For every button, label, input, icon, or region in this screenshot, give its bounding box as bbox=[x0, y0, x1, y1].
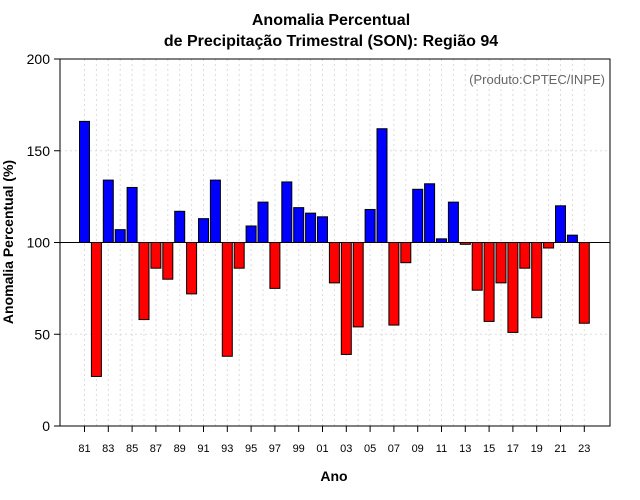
bar-17 bbox=[507, 242, 519, 333]
y-tick-label: 100 bbox=[27, 235, 51, 251]
bar-99 bbox=[293, 207, 305, 243]
x-tick-label: 89 bbox=[174, 443, 186, 455]
bar-18 bbox=[519, 242, 531, 269]
bar-05 bbox=[364, 208, 376, 243]
x-tick-label: 81 bbox=[78, 443, 90, 455]
x-tick-label: 01 bbox=[316, 443, 328, 455]
bar-91 bbox=[198, 218, 209, 244]
bar-02 bbox=[328, 242, 340, 284]
x-tick-label: 17 bbox=[507, 443, 519, 455]
x-axis-label: Ano bbox=[320, 468, 347, 484]
bar-15 bbox=[483, 242, 495, 322]
x-tick-label: 83 bbox=[102, 443, 114, 455]
x-tick-label: 03 bbox=[340, 443, 352, 455]
bar-20 bbox=[543, 242, 555, 249]
x-tick-label: 15 bbox=[483, 443, 495, 455]
bar-93 bbox=[221, 242, 233, 357]
x-tick-label: 97 bbox=[269, 443, 281, 455]
x-tick-label: 99 bbox=[293, 443, 305, 455]
bar-86 bbox=[138, 242, 150, 321]
x-tick-label: 91 bbox=[197, 443, 209, 455]
bar-94 bbox=[233, 242, 245, 269]
bar-96 bbox=[257, 201, 269, 244]
bar-84 bbox=[114, 229, 126, 243]
bar-00 bbox=[305, 212, 317, 243]
credit-text: (Produto:CPTEC/INPE) bbox=[469, 72, 605, 87]
bar-97 bbox=[269, 242, 281, 289]
x-tick-label: 21 bbox=[554, 443, 566, 455]
y-axis-label: Anomalia Percentual (%) bbox=[0, 160, 16, 324]
bar-06 bbox=[376, 128, 388, 243]
x-tick-label: 07 bbox=[388, 443, 400, 455]
grid-layer bbox=[60, 59, 610, 426]
y-tick-label: 150 bbox=[27, 143, 51, 159]
bar-85 bbox=[126, 186, 138, 243]
x-tick-label: 95 bbox=[245, 443, 257, 455]
x-axis: 81 83 85 87 89 91 93 95 97 99 01 03 05 07 09 11 13 15 17 19… bbox=[78, 426, 590, 455]
bar-16 bbox=[495, 242, 507, 284]
x-tick-label: 23 bbox=[578, 443, 590, 455]
x-tick-label: 11 bbox=[436, 443, 447, 455]
bar-19 bbox=[531, 242, 543, 319]
bar-89 bbox=[174, 210, 186, 243]
bar-10 bbox=[424, 183, 436, 243]
bar-04 bbox=[352, 242, 364, 328]
bar-21 bbox=[555, 205, 566, 244]
chart-title-line1: Anomalia Percentual bbox=[252, 12, 410, 29]
bar-90 bbox=[186, 242, 198, 295]
bar-07 bbox=[388, 242, 400, 326]
x-tick-label: 87 bbox=[150, 443, 162, 455]
bar-01 bbox=[317, 216, 328, 243]
x-tick-label: 05 bbox=[364, 443, 376, 455]
y-tick-label: 200 bbox=[27, 51, 51, 67]
bar-88 bbox=[162, 242, 174, 280]
bar-23 bbox=[578, 242, 590, 324]
x-tick-label: 19 bbox=[531, 443, 543, 455]
y-tick-label: 0 bbox=[42, 418, 50, 434]
bar-12 bbox=[447, 201, 459, 244]
bar-08 bbox=[400, 242, 412, 264]
bar-95 bbox=[245, 225, 257, 243]
y-tick-label: 50 bbox=[34, 326, 50, 342]
bar-03 bbox=[340, 242, 352, 355]
bar-82 bbox=[90, 242, 102, 377]
x-tick-label: 13 bbox=[459, 443, 471, 455]
bars-layer bbox=[79, 120, 590, 377]
bar-11 bbox=[436, 238, 447, 244]
bar-98 bbox=[281, 181, 293, 244]
bar-81 bbox=[79, 120, 90, 243]
bar-92 bbox=[209, 179, 221, 243]
bar-22 bbox=[566, 234, 578, 244]
x-tick-label: 93 bbox=[221, 443, 233, 455]
bar-09 bbox=[412, 188, 424, 244]
chart-title-line2: de Precipitação Trimestral (SON): Região… bbox=[164, 33, 498, 50]
bar-83 bbox=[102, 179, 114, 243]
y-axis: 0 50 100 150 200 bbox=[27, 51, 60, 434]
bar-14 bbox=[471, 242, 483, 291]
x-tick-label: 85 bbox=[126, 443, 138, 455]
bar-87 bbox=[150, 242, 162, 269]
x-tick-label: 09 bbox=[412, 443, 424, 455]
